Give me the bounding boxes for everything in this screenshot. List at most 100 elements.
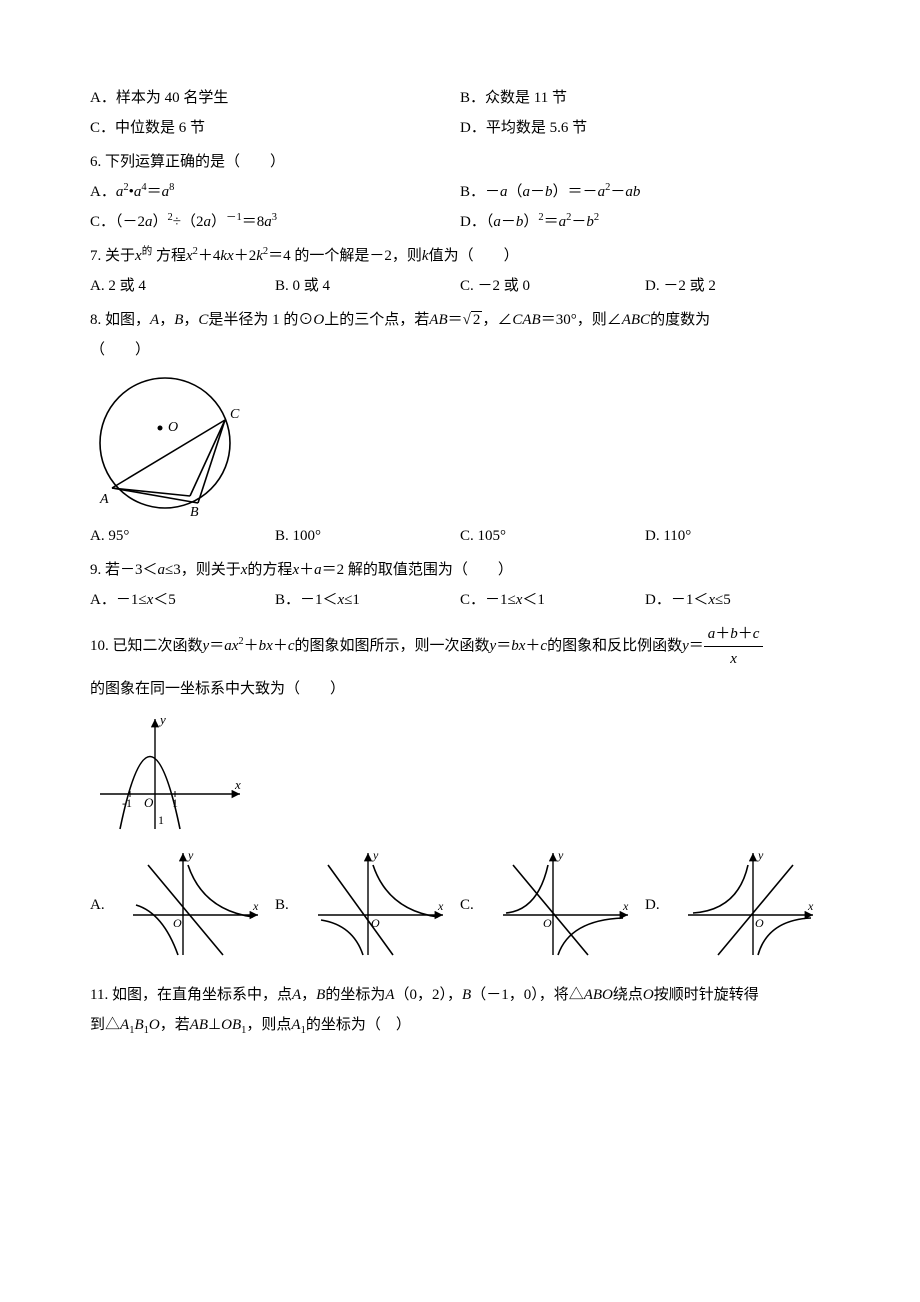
text: ， [301,987,316,1003]
q10-opt-a-label: A. [90,893,128,917]
text: ÷（2 [173,214,204,230]
seg-ab: AB [429,312,447,328]
text: ＋4 [198,248,221,264]
text: C．（－2 [90,214,145,230]
text: 按顺时针旋转得 [654,987,759,1003]
ax: x [807,899,814,913]
text: ＝8 [242,214,265,230]
q10-opt-d-fig: x y O [683,845,830,965]
ay: y [372,848,379,862]
ao: O [543,916,552,930]
q6-opt-d: D．（a－b）2＝a2－b2 [460,210,830,234]
q10-main-figure: x y O -1 1 1 [90,709,250,839]
text: 9. 若－3＜ [90,562,158,578]
text: 的图象和反比例函数 [547,638,682,654]
text: （0，2）， [395,987,463,1003]
pt-a: A [385,987,394,1003]
text: ＜5 [153,592,176,608]
q8-opt-c: C. 105° [460,524,645,548]
q10-opt-b-label: B. [275,893,313,917]
label-a: A [99,492,109,507]
text: C．－1≤ [460,592,516,608]
q7-opt-d: D. －2 或 2 [645,274,830,298]
text: ＋ [273,638,288,654]
q5-options-row2: C．中位数是 6 节 D．平均数是 5.6 节 [90,116,830,140]
var-ab: ab [625,184,640,200]
var-b: b [545,184,553,200]
ang-abc: ABC [622,312,650,328]
q10-stem: 10. 已知二次函数y＝ax2＋bx＋c的图象如图所示，则一次函数y＝bx＋c的… [90,622,830,671]
text: ＋2 [234,248,257,264]
q9-opt-c: C．－1≤x＜1 [460,588,645,612]
q6-opt-b: B．－a（a－b）＝－a2－ab [460,180,830,204]
pt-a1: A [291,1017,300,1033]
tick-m1: -1 [122,796,132,810]
text: ，若 [160,1017,190,1033]
tri-abo: ABO [584,987,613,1003]
q6-stem: 6. 下列运算正确的是（ ） [90,150,830,174]
exp: －1 [226,212,242,223]
q8-opt-d: D. 110° [645,524,830,548]
q9-options: A．－1≤x＜5 B．－1＜x≤1 C．－1≤x＜1 D．－1＜x≤5 [90,588,830,612]
n: ＋ [715,626,730,642]
text: A．－1≤ [90,592,147,608]
text: ＝30°，则∠ [541,312,622,328]
q5-opt-b: B．众数是 11 节 [460,86,830,110]
text: ＝ [689,638,704,654]
var-a: a [145,214,153,230]
text: ） [211,214,226,230]
text: B．－ [460,184,500,200]
q9-stem: 9. 若－3＜a≤3，则关于x的方程x＋a＝2 解的取值范围为（ ） [90,558,830,582]
pt-b: B [316,987,325,1003]
var-kx: kx [220,248,233,264]
den: x [704,647,764,671]
text: B．－1＜ [275,592,338,608]
q7-stem: 7. 关于x的 方程x2＋4kx＋2k2＝4 的一个解是－2，则k值为（ ） [90,244,830,268]
var-a: a [158,562,166,578]
var-k: k [256,248,263,264]
q10-opt-d-label: D. [645,893,683,917]
q10-stem-line2: 的图象在同一坐标系中大致为（ ） [90,677,830,701]
var-a: a [204,214,212,230]
pt-b: B [174,312,183,328]
text: ，∠ [482,312,512,328]
text: ＋ [525,638,540,654]
var-bx: bx [259,638,273,654]
n: c [753,626,760,642]
q7-opt-c: C. －2 或 0 [460,274,645,298]
var-bx: bx [511,638,525,654]
text: － [501,214,516,230]
q10-opt-c-label: C. [460,893,498,917]
q5-opt-d: D．平均数是 5.6 节 [460,116,830,140]
label-c: C [230,407,240,422]
q10-opt-c-fig: x y O [498,845,645,965]
text: ＋ [299,562,314,578]
ay: y [757,848,764,862]
q5-options-row1: A．样本为 40 名学生 B．众数是 11 节 [90,86,830,110]
text: ＋ [244,638,259,654]
exp: 4 [141,182,146,193]
text: － [610,184,625,200]
text: ，则点 [246,1017,291,1033]
var-a: a [598,184,606,200]
text: 到△ [90,1017,120,1033]
q10-opt-b-fig: x y O [313,845,460,965]
text: ＝ [448,312,463,328]
exp: 的 [142,246,153,257]
text: 值为（ ） [429,248,519,264]
text: － [571,214,586,230]
text: ＝ [544,214,559,230]
var-c: c [288,638,295,654]
text: ≤1 [344,592,360,608]
axis-y: y [158,712,166,727]
text: ≤5 [715,592,731,608]
q9-opt-a: A．－1≤x＜5 [90,588,275,612]
fraction: a＋b＋cx [704,622,764,671]
var-a: a [264,214,272,230]
var-a: a [314,562,322,578]
seg-ab: AB [190,1017,208,1033]
var-a: a [162,184,170,200]
ay: y [557,848,564,862]
exp: 2 [594,212,599,223]
text: ＝ [496,638,511,654]
